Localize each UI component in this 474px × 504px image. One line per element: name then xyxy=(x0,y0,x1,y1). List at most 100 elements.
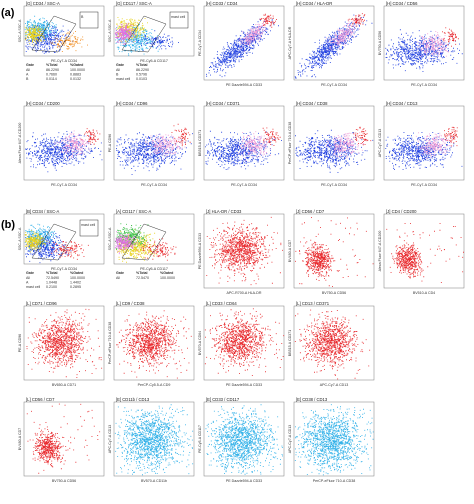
x-axis-label: PE Dazzle594-A CD33 xyxy=(226,83,262,87)
point-cloud xyxy=(49,240,89,260)
x-axis-label: PE-Cy7-A CD34 xyxy=(51,267,77,271)
panel-label-b: (b) xyxy=(1,219,15,231)
point-cloud xyxy=(205,130,282,170)
y-axis-label: APC-Cy7-A HLA-DR xyxy=(288,26,292,59)
flow-plot: [G] CD117 / SSC-A PE-Cy5-A CD117 SSC-A SSC… xyxy=(108,1,195,81)
plot-title: [H] CD34 / CD13 xyxy=(386,101,418,106)
flow-plot: [J] CD56 / CD7 BV750-A CD56 BV480-A CD7 xyxy=(288,209,375,295)
point-cloud xyxy=(205,404,283,475)
table-cell: 0.0103 xyxy=(136,77,147,81)
table-cell: 72.5490 xyxy=(46,276,59,280)
table-header: Gate xyxy=(116,63,124,67)
point-cloud xyxy=(81,128,101,145)
y-axis-label: APC-Cy7-A CD13 xyxy=(108,425,112,454)
gate-rect xyxy=(79,11,99,29)
plot-title: [G] CD34 / SSC-A xyxy=(26,1,60,6)
plot-title: [E] CD38 / CD13 xyxy=(296,397,328,402)
point-cloud xyxy=(30,311,95,373)
x-axis-label: PE-Cy7-A CD34 xyxy=(321,83,347,87)
flow-plot: [L] CD56 / CD7 BV750-A CD56 BV480-A CD7 xyxy=(18,397,105,483)
gate-stats-table: Gate %Total %Gated All 72.5470 100.0000 xyxy=(116,271,175,280)
point-cloud xyxy=(259,13,277,28)
table-cell: All xyxy=(26,68,30,72)
point-cloud xyxy=(54,130,90,159)
flow-plot: [E] CD33 / CD117 PE Dazzle594-A CD33 PE-Cy… xyxy=(198,397,285,483)
point-cloud xyxy=(353,126,372,146)
plot-title: [J] HLA-DR / CD33 xyxy=(206,209,242,214)
y-axis-label: PE-A CD96 xyxy=(18,334,22,352)
table-cell: 0.5796 xyxy=(136,73,147,77)
table-cell: 0.0114 xyxy=(46,77,57,81)
plot-title: [B] CD34 / SSC-A xyxy=(26,209,59,214)
point-cloud xyxy=(24,24,46,46)
point-cloud xyxy=(391,240,432,279)
y-axis-label: Alexa Fluor 647-A CD200 xyxy=(18,123,22,164)
point-cloud xyxy=(262,127,281,146)
table-cell: 0.0132 xyxy=(70,77,81,81)
plot-frame xyxy=(293,105,375,181)
table-header: Gate xyxy=(116,271,124,275)
plot-grid: [G] CD34 / SSC-A PE-Cy7-A CD34 SSC-A SSC-A… xyxy=(18,1,465,483)
flow-plot: [H] CD33 / CD34 PE Dazzle594-A CD33 PE-Cy7… xyxy=(198,1,285,87)
plot-title: [H] CD34 / CD371 xyxy=(206,101,240,106)
flow-plot: [G] CD34 / SSC-A PE-Cy7-A CD34 SSC-A SSC-A… xyxy=(18,1,105,81)
x-axis-label: BV510-A CD4 xyxy=(413,291,435,295)
point-cloud xyxy=(136,238,177,261)
table-cell: 100.0000 xyxy=(70,68,85,72)
y-axis-label: PerCP-eFluor 710-A CD38 xyxy=(108,322,112,365)
point-cloud xyxy=(114,22,137,45)
point-cloud xyxy=(24,20,74,54)
flow-plot: [A] CD117 / SSC-A PE-Cy5-A CD117 SSC-A SSC… xyxy=(108,209,195,280)
point-cloud xyxy=(24,15,62,41)
y-axis-label: PE Dazzle594-A CD33 xyxy=(198,233,202,269)
table-header: Gate xyxy=(26,63,34,67)
table-cell: All xyxy=(116,68,120,72)
table-cell: 86.2290 xyxy=(136,68,149,72)
table-cell: 86.2290 xyxy=(46,68,59,72)
flow-plot: [L] CD71 / CD96 BV650-A CD71 PE-A CD96 xyxy=(18,301,105,387)
flow-plot: [L] CD33 / CD64 PE Dazzle594-A CD33 BV570-… xyxy=(198,301,285,387)
gate-polygon xyxy=(121,15,167,53)
table-cell: A xyxy=(26,281,29,285)
plot-title: [H] CD34 / HLA-DR xyxy=(296,1,332,6)
plot-title: [L] CD56 / CD7 xyxy=(26,397,55,402)
point-cloud xyxy=(299,310,363,371)
point-cloud xyxy=(116,132,193,175)
x-axis-label: PE-Cy5-A CD117 xyxy=(140,59,168,63)
x-axis-label: PerCP-eFluor 710-A CD38 xyxy=(313,479,356,483)
table-header: %Total xyxy=(46,63,58,67)
x-axis-label: PerCP-Cy5.5-A CD9 xyxy=(138,383,171,387)
y-axis-label: SSC-A SSC-A xyxy=(18,227,22,250)
y-axis-label: PerCP-eFluor 710-A CD38 xyxy=(288,122,292,165)
y-axis-label: BB515-A CD371 xyxy=(198,130,202,156)
table-cell: 0.2100 xyxy=(46,285,57,289)
y-axis-label: PE-A CD96 xyxy=(108,134,112,152)
point-cloud xyxy=(326,20,361,51)
plot-title: [A] CD117 / SSC-A xyxy=(116,209,152,214)
point-cloud xyxy=(137,30,179,51)
gate-stats-table: Gate %Total All 86.2290 B 0.5796 mast cell 0.01… xyxy=(116,63,149,81)
point-cloud xyxy=(415,132,452,159)
table-header: %Gated xyxy=(160,271,173,275)
point-cloud xyxy=(32,428,67,471)
point-cloud xyxy=(206,18,279,78)
table-header: %Total xyxy=(136,63,148,67)
y-axis-label: SSC-A SSC-A xyxy=(108,227,112,250)
point-cloud xyxy=(385,29,463,72)
table-cell: 0.2895 xyxy=(70,285,81,289)
panel-label-a: (a) xyxy=(1,7,15,19)
x-axis-label: APC-R700-A HLA-DR xyxy=(227,291,262,295)
y-axis-label: BV480-A CD7 xyxy=(18,428,22,450)
gate-rect xyxy=(169,11,189,29)
table-cell: 72.5470 xyxy=(136,276,149,280)
table-cell: 1.0448 xyxy=(46,281,57,285)
flow-plot: [H] CD34 / HLA-DR PE-Cy7-A CD34 APC-Cy7-A … xyxy=(288,1,375,87)
gate-polygon xyxy=(121,223,167,261)
x-axis-label: BV650-A CD71 xyxy=(52,383,76,387)
point-cloud xyxy=(171,123,191,147)
point-cloud xyxy=(295,129,374,173)
table-cell: B xyxy=(116,73,119,77)
y-axis-label: BB515-A CD371 xyxy=(288,330,292,356)
plot-title: [H] CD33 / CD34 xyxy=(206,1,238,6)
